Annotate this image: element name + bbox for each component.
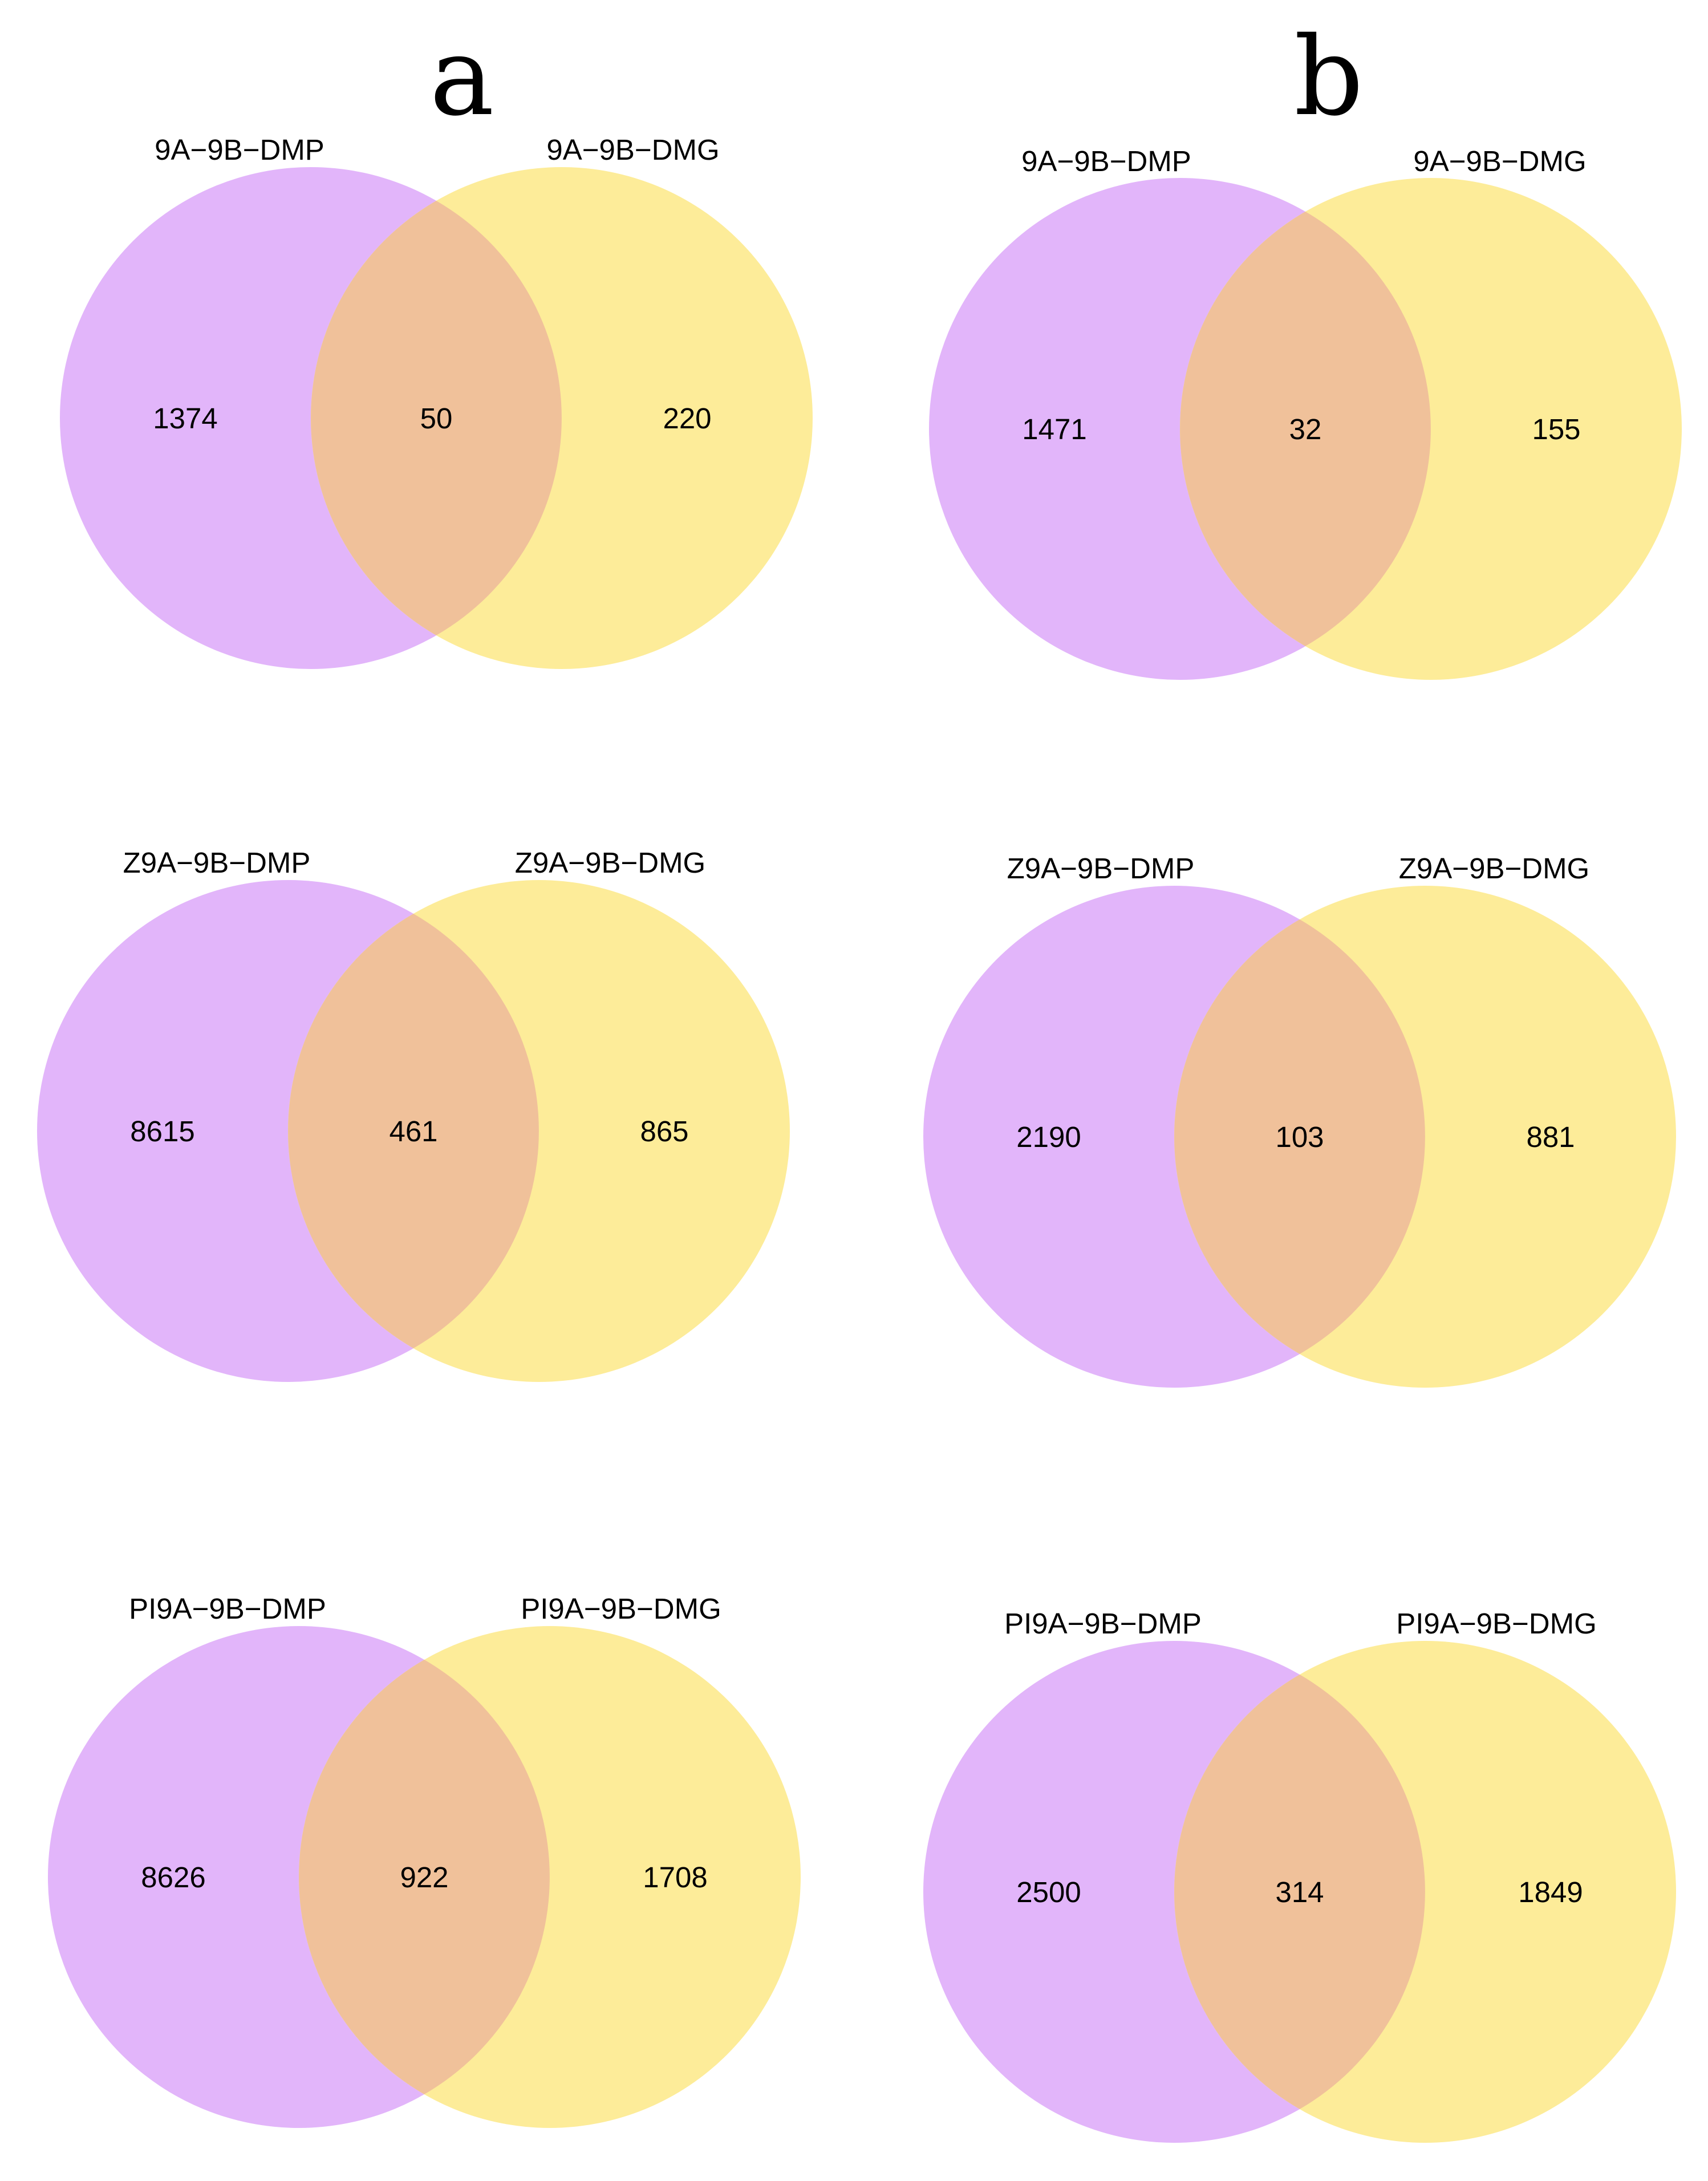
set-label-dmp: PI9A−9B−DMP [129, 1592, 326, 1625]
count-dmp-only: 8626 [141, 1861, 205, 1894]
count-overlap: 461 [389, 1115, 437, 1148]
count-dmp-only: 1471 [1022, 413, 1086, 445]
count-dmg-only: 220 [663, 402, 711, 435]
count-overlap: 314 [1275, 1876, 1324, 1908]
count-dmp-only: 8615 [130, 1115, 194, 1148]
overlap-region [1174, 1675, 1425, 2109]
count-overlap: 922 [400, 1861, 448, 1894]
overlap-region [1180, 212, 1431, 646]
count-dmg-only: 1849 [1518, 1876, 1583, 1908]
overlap-region [299, 1660, 550, 2094]
set-label-dmg: PI9A−9B−DMG [521, 1592, 721, 1625]
set-label-dmg: 9A−9B−DMG [1413, 145, 1586, 177]
venn-z9a-9b-panel-a: Z9A−9B−DMP Z9A−9B−DMG 8615 461 865 [37, 846, 790, 1382]
set-label-dmp: 9A−9B−DMP [155, 133, 324, 166]
count-dmg-only: 1708 [643, 1861, 707, 1894]
set-label-dmp: Z9A−9B−DMP [123, 846, 311, 879]
panel-letter-a: a [429, 14, 494, 140]
set-label-dmg: Z9A−9B−DMG [515, 846, 705, 879]
count-dmp-only: 2500 [1016, 1876, 1081, 1908]
set-label-dmp: Z9A−9B−DMP [1007, 852, 1195, 885]
set-label-dmg: Z9A−9B−DMG [1399, 852, 1589, 885]
count-overlap: 103 [1275, 1121, 1324, 1153]
venn-9a-9b-panel-b: 9A−9B−DMP 9A−9B−DMG 1471 32 155 [929, 145, 1682, 680]
overlap-region [311, 201, 562, 635]
count-dmp-only: 1374 [153, 402, 217, 435]
count-dmg-only: 881 [1526, 1121, 1575, 1153]
set-label-dmp: PI9A−9B−DMP [1004, 1607, 1202, 1640]
count-dmg-only: 865 [640, 1115, 688, 1148]
overlap-region [288, 914, 539, 1348]
count-dmp-only: 2190 [1016, 1121, 1081, 1153]
venn-9a-9b-panel-a: 9A−9B−DMP 9A−9B−DMG 1374 50 220 [60, 133, 813, 669]
set-label-dmp: 9A−9B−DMP [1021, 145, 1191, 177]
panel-letter-b: b [1294, 14, 1364, 140]
venn-pi9a-9b-panel-b: PI9A−9B−DMP PI9A−9B−DMG 2500 314 1849 [923, 1607, 1676, 2143]
venn-pi9a-9b-panel-a: PI9A−9B−DMP PI9A−9B−DMG 8626 922 1708 [48, 1592, 801, 2128]
overlap-region [1174, 919, 1425, 1354]
set-label-dmg: 9A−9B−DMG [546, 133, 719, 166]
count-dmg-only: 155 [1532, 413, 1580, 445]
count-overlap: 32 [1289, 413, 1322, 445]
venn-z9a-9b-panel-b: Z9A−9B−DMP Z9A−9B−DMG 2190 103 881 [923, 852, 1676, 1388]
count-overlap: 50 [420, 402, 453, 435]
set-label-dmg: PI9A−9B−DMG [1396, 1607, 1597, 1640]
